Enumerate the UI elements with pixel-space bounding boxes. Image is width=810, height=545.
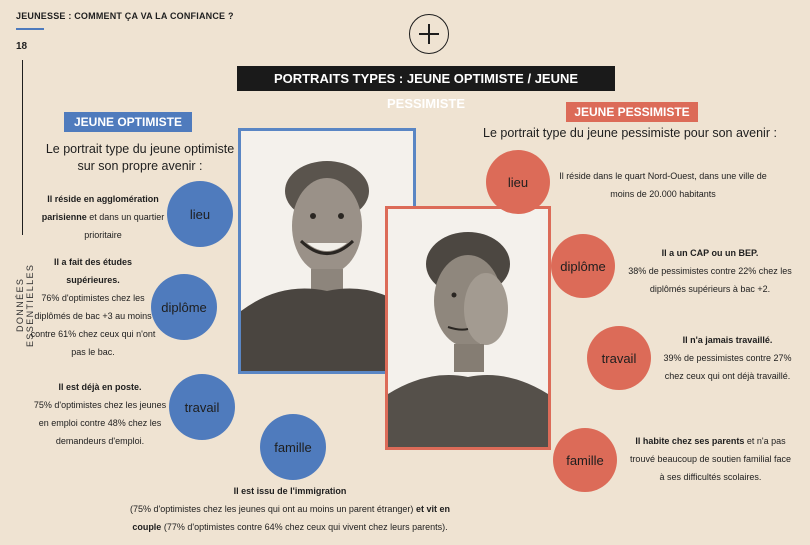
side-divider <box>22 60 23 235</box>
optimist-subtitle-line2: sur son propre avenir : <box>77 159 203 173</box>
optimist-photo-frame <box>238 128 416 374</box>
optimist-travail-bold: Il est déjà en poste. <box>58 382 142 392</box>
running-title: JEUNESSE : COMMENT ÇA VA LA CONFIANCE ? <box>16 11 234 21</box>
header-accent-line <box>16 28 44 30</box>
optimist-diplome-text: Il a fait des études supérieures. 76% d'… <box>28 253 158 361</box>
optimist-famille-bold1: Il est issu de l'immigration <box>233 486 347 496</box>
pessimist-subtitle: Le portrait type du jeune pessimiste pou… <box>483 126 777 140</box>
pessimist-diplome-rest: 38% de pessimistes contre 22% chez les d… <box>628 266 792 294</box>
pessimist-lieu-text: Il réside dans le quart Nord-Ouest, dans… <box>559 171 767 199</box>
banner-title: PORTRAITS TYPES : JEUNE OPTIMISTE / JEUN… <box>237 66 615 111</box>
optimist-famille-circle: famille <box>260 414 326 480</box>
optimist-lieu-circle: lieu <box>167 181 233 247</box>
pessimist-famille-circle: famille <box>553 428 617 492</box>
plus-icon <box>409 14 449 54</box>
optimist-subtitle: Le portrait type du jeune optimiste sur … <box>20 141 260 175</box>
pessimist-travail-circle: travail <box>587 326 651 390</box>
optimist-lieu-rest: et dans un quartier prioritaire <box>84 212 165 240</box>
optimist-diplome-circle: diplôme <box>151 274 217 340</box>
pessimist-famille-text: Il habite chez ses parents et n'a pas tr… <box>628 432 793 486</box>
pessimist-tag: JEUNE PESSIMISTE <box>566 102 698 122</box>
pessimist-photo-frame <box>385 206 551 450</box>
optimist-lieu-bold: Il réside en agglomération parisienne <box>41 194 159 222</box>
pessimist-travail-bold: Il n'a jamais travaillé. <box>682 335 773 345</box>
optimist-tag: JEUNE OPTIMISTE <box>64 112 192 132</box>
pessimist-travail-text: Il n'a jamais travaillé. 39% de pessimis… <box>655 331 800 385</box>
optimist-travail-rest: 75% d'optimistes chez les jeunes en empl… <box>33 400 167 446</box>
pessimist-diplome-circle: diplôme <box>551 234 615 298</box>
pessimist-portrait-photo <box>388 209 548 447</box>
optimist-lieu-text: Il réside en agglomération parisienne et… <box>38 190 168 244</box>
optimist-famille-rest2: (77% d'optimistes contre 64% chez ceux q… <box>161 522 448 532</box>
optimist-portrait-photo <box>241 131 413 371</box>
optimist-diplome-rest: 76% d'optimistes chez les diplômés de ba… <box>30 293 156 357</box>
optimist-travail-text: Il est déjà en poste. 75% d'optimistes c… <box>30 378 170 450</box>
optimist-famille-rest1: (75% d'optimistes chez les jeunes qui on… <box>130 504 414 514</box>
optimist-subtitle-line1: Le portrait type du jeune optimiste <box>45 142 235 156</box>
pessimist-famille-bold: Il habite chez ses parents <box>635 436 745 446</box>
optimist-diplome-bold: Il a fait des études supérieures. <box>53 257 133 285</box>
optimist-famille-bold2: et vit en couple <box>132 504 450 532</box>
page-number: 18 <box>16 41 28 52</box>
optimist-travail-circle: travail <box>169 374 235 440</box>
pessimist-diplome-text: Il a un CAP ou un BEP. 38% de pessimiste… <box>620 244 800 298</box>
optimist-famille-text: Il est issu de l'immigration (75% d'opti… <box>115 482 465 536</box>
pessimist-travail-rest: 39% de pessimistes contre 27% chez ceux … <box>663 353 792 381</box>
pessimist-famille-rest: et n'a pas trouvé beaucoup de soutien fa… <box>629 436 792 482</box>
pessimist-lieu-circle: lieu <box>486 150 550 214</box>
pessimist-diplome-bold: Il a un CAP ou un BEP. <box>661 248 759 258</box>
